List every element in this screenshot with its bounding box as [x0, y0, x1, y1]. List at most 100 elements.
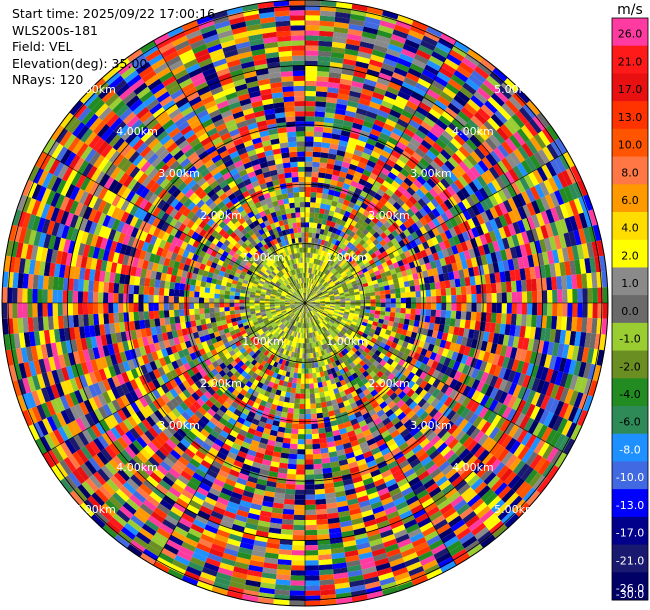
- velocity-cell: [363, 252, 371, 259]
- velocity-cell: [455, 164, 466, 176]
- velocity-cell: [321, 142, 331, 149]
- velocity-cell: [400, 168, 410, 178]
- velocity-cell: [310, 192, 317, 198]
- velocity-cell: [360, 264, 367, 271]
- velocity-cell: [410, 308, 416, 315]
- velocity-cell: [430, 309, 437, 317]
- velocity-cell: [330, 138, 340, 145]
- velocity-cell: [384, 289, 391, 295]
- velocity-cell: [508, 168, 520, 182]
- velocity-cell: [372, 224, 380, 232]
- velocity-cell: [424, 315, 431, 323]
- velocity-cell: [389, 132, 401, 142]
- velocity-cell: [433, 46, 449, 59]
- velocity-cell: [356, 139, 367, 148]
- velocity-cell: [327, 194, 334, 201]
- velocity-cell: [537, 303, 543, 316]
- velocity-cell: [338, 269, 345, 275]
- velocity-cell: [320, 279, 326, 285]
- velocity-cell: [458, 145, 471, 158]
- velocity-cell: [311, 237, 316, 244]
- velocity-cell: [475, 202, 485, 214]
- velocity-cell: [308, 232, 313, 238]
- velocity-cell: [340, 243, 347, 250]
- velocity-cell: [494, 204, 504, 217]
- velocity-cell: [403, 318, 410, 325]
- velocity-cell: [315, 281, 319, 287]
- velocity-cell: [333, 26, 349, 34]
- velocity-cell: [314, 287, 319, 292]
- velocity-cell: [305, 293, 307, 298]
- velocity-cell: [476, 175, 488, 188]
- velocity-cell: [311, 273, 315, 279]
- velocity-cell: [513, 148, 526, 163]
- velocity-cell: [360, 299, 366, 303]
- velocity-cell: [471, 204, 481, 216]
- velocity-cell: [421, 194, 431, 205]
- velocity-cell: [322, 127, 333, 134]
- velocity-cell: [411, 222, 420, 232]
- velocity-cell: [397, 185, 407, 195]
- velocity-cell: [481, 140, 494, 154]
- velocity-cell: [314, 483, 325, 490]
- velocity-cell: [317, 422, 325, 429]
- velocity-cell: [305, 176, 312, 182]
- velocity-cell: [350, 297, 356, 301]
- velocity-cell: [428, 84, 443, 96]
- velocity-cell: [320, 198, 327, 205]
- velocity-cell: [457, 110, 471, 123]
- velocity-cell: [441, 303, 447, 311]
- velocity-cell: [429, 127, 442, 139]
- velocity-cell: [435, 138, 447, 150]
- velocity-cell: [422, 153, 434, 165]
- velocity-cell: [374, 141, 386, 150]
- velocity-cell: [352, 122, 363, 131]
- velocity-cell: [335, 103, 347, 111]
- velocity-cell: [542, 146, 555, 162]
- velocity-cell: [331, 216, 338, 223]
- velocity-cell: [484, 196, 494, 209]
- velocity-cell: [350, 13, 366, 22]
- velocity-cell: [403, 177, 414, 187]
- velocity-cell: [337, 267, 343, 273]
- velocity-cell: [530, 186, 541, 201]
- velocity-cell: [525, 139, 538, 155]
- velocity-cell: [305, 383, 310, 389]
- velocity-cell: [492, 130, 506, 145]
- velocity-cell: [333, 211, 340, 219]
- velocity-cell: [312, 292, 317, 297]
- velocity-cell: [362, 26, 379, 35]
- velocity-cell: [481, 293, 487, 303]
- velocity-cell: [292, 529, 305, 536]
- velocity-cell: [314, 269, 318, 275]
- velocity-cell: [370, 303, 376, 307]
- velocity-cell: [346, 206, 354, 213]
- velocity-cell: [406, 173, 417, 183]
- velocity-cell: [326, 163, 335, 170]
- velocity-cell: [405, 297, 412, 303]
- velocity-cell: [306, 277, 308, 283]
- velocity-cell: [495, 176, 507, 190]
- velocity-cell: [409, 182, 420, 193]
- velocity-cell: [299, 353, 303, 359]
- velocity-cell: [318, 40, 333, 47]
- velocity-cell: [305, 489, 315, 495]
- velocity-cell: [424, 64, 439, 76]
- velocity-cell: [322, 234, 327, 241]
- velocity-cell: [351, 270, 358, 276]
- velocity-cell: [314, 116, 325, 123]
- velocity-cell: [453, 134, 466, 146]
- velocity-cell: [342, 215, 349, 222]
- velocity-cell: [305, 514, 317, 521]
- velocity-cell: [300, 378, 305, 384]
- velocity-cell: [426, 26, 443, 38]
- velocity-cell: [378, 154, 389, 164]
- velocity-cell: [462, 157, 474, 170]
- velocity-cell: [343, 275, 349, 281]
- velocity-cell: [328, 237, 334, 243]
- velocity-cell: [394, 312, 401, 318]
- velocity-cell: [308, 363, 312, 369]
- velocity-cell: [350, 259, 356, 265]
- velocity-cell: [353, 171, 363, 179]
- velocity-cell: [331, 285, 337, 290]
